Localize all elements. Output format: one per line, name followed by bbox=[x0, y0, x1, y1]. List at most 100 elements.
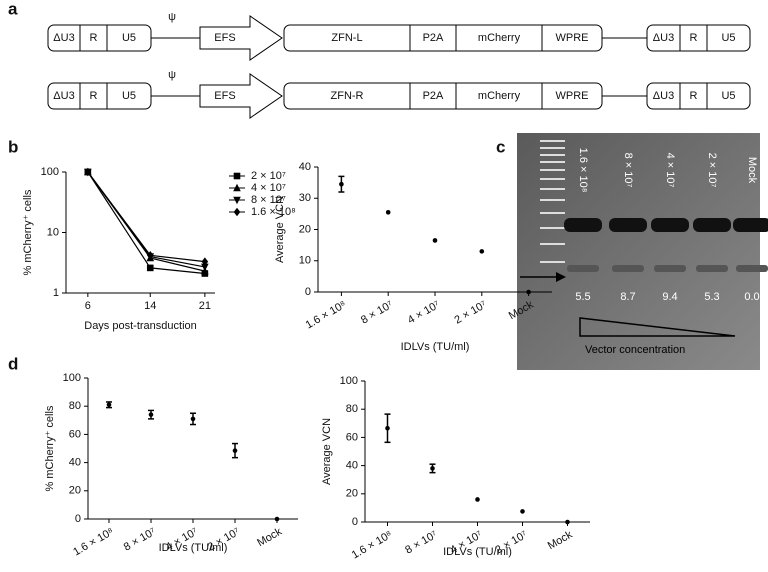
y-tick-label: 30 bbox=[299, 192, 311, 204]
ltr-box bbox=[47, 24, 152, 52]
element-label: U5 bbox=[721, 90, 735, 102]
y-tick-label: 0 bbox=[305, 286, 311, 298]
panel-label: b bbox=[8, 137, 18, 156]
element-label: ZFN-R bbox=[331, 90, 364, 102]
band bbox=[609, 218, 647, 232]
series-line bbox=[87, 171, 205, 272]
point bbox=[385, 425, 390, 431]
lane-label: 2 × 10⁷ bbox=[706, 153, 718, 188]
x-tick-label: 6 bbox=[85, 300, 91, 312]
legend-marker bbox=[233, 196, 241, 205]
x-tick-label: 8 × 10⁷ bbox=[403, 529, 439, 557]
gel-caption: Vector concentration bbox=[585, 344, 685, 356]
lane-label: 8 × 10⁷ bbox=[622, 153, 634, 188]
marker bbox=[201, 257, 209, 266]
point bbox=[232, 448, 238, 453]
band-faint bbox=[654, 265, 686, 272]
marker bbox=[201, 263, 209, 272]
point bbox=[274, 516, 280, 522]
marker bbox=[84, 167, 92, 177]
lane-label: 1.6 × 10⁸ bbox=[577, 148, 589, 193]
y-tick-label: 80 bbox=[346, 403, 358, 415]
point bbox=[148, 412, 154, 417]
element-label: R bbox=[90, 32, 98, 44]
panel-label: d bbox=[8, 354, 18, 373]
element-label: EFS bbox=[214, 90, 235, 102]
series-line bbox=[87, 171, 205, 263]
legend-marker bbox=[233, 172, 241, 180]
y-tick-label: 40 bbox=[299, 161, 311, 173]
x-axis-label: Days post-transduction bbox=[84, 320, 197, 332]
element-label: ΔU3 bbox=[653, 32, 674, 44]
gel-value: 8.7 bbox=[620, 291, 635, 303]
x-tick-label: 1.6 × 10⁸ bbox=[304, 299, 349, 332]
x-axis-label: IDLVs (TU/ml) bbox=[443, 546, 512, 558]
band bbox=[733, 218, 768, 232]
element-label: R bbox=[690, 90, 698, 102]
point bbox=[385, 210, 391, 215]
y-axis-label: Average VCN bbox=[274, 196, 286, 263]
point bbox=[520, 509, 525, 514]
band bbox=[564, 218, 602, 232]
y-tick-label: 20 bbox=[69, 485, 81, 497]
element-label: U5 bbox=[122, 90, 136, 102]
panel-label: c bbox=[496, 137, 505, 156]
x-axis-label: IDLVs (TU/ml) bbox=[159, 542, 228, 554]
ltr-box bbox=[646, 82, 751, 110]
element-label: R bbox=[690, 32, 698, 44]
legend-marker bbox=[233, 183, 241, 192]
x-tick-label: 8 × 10⁷ bbox=[122, 526, 158, 554]
point bbox=[479, 249, 485, 254]
band-faint bbox=[736, 265, 768, 272]
y-tick-label: 40 bbox=[69, 457, 81, 469]
y-tick-label: 60 bbox=[346, 431, 358, 443]
point bbox=[430, 466, 435, 471]
promoter-arrow bbox=[199, 73, 283, 119]
x-tick-label: 14 bbox=[144, 300, 156, 312]
y-tick-label: 100 bbox=[63, 372, 81, 384]
x-tick-label: 4 × 10⁷ bbox=[406, 299, 442, 327]
gel-value: 5.3 bbox=[704, 291, 719, 303]
point bbox=[526, 289, 531, 295]
y-tick-label: 40 bbox=[346, 460, 358, 472]
ladder bbox=[540, 140, 565, 263]
band-faint bbox=[696, 265, 728, 272]
y-tick-label: 20 bbox=[346, 488, 358, 500]
cassette-box bbox=[283, 82, 603, 110]
y-tick-label: 0 bbox=[75, 513, 81, 525]
gel-value: 5.5 bbox=[575, 291, 590, 303]
arrow-head bbox=[556, 272, 566, 282]
legend-label: 2 × 10⁷ bbox=[251, 170, 286, 182]
y-tick-label: 60 bbox=[69, 428, 81, 440]
lane-label: Mock bbox=[746, 157, 758, 184]
element-label: WPRE bbox=[556, 90, 589, 102]
element-label: EFS bbox=[214, 32, 235, 44]
point bbox=[432, 238, 438, 243]
y-tick-label: 1 bbox=[53, 287, 59, 299]
legend-label: 1.6 × 10⁸ bbox=[251, 206, 296, 218]
x-tick-label: 2 × 10⁷ bbox=[453, 299, 489, 327]
y-tick-label: 0 bbox=[352, 516, 358, 528]
point bbox=[565, 519, 570, 525]
panel-label: a bbox=[8, 0, 18, 18]
x-tick-label: 1.6 × 10⁸ bbox=[350, 529, 395, 562]
x-tick-label: 1.6 × 10⁸ bbox=[71, 526, 116, 559]
element-label: U5 bbox=[721, 32, 735, 44]
y-tick-label: 100 bbox=[41, 166, 59, 178]
legend-label: 8 × 10⁷ bbox=[251, 194, 286, 206]
element-label: mCherry bbox=[478, 32, 521, 44]
band bbox=[693, 218, 731, 232]
gel-value: 0.0 bbox=[744, 291, 759, 303]
point bbox=[475, 497, 480, 502]
point bbox=[339, 181, 344, 187]
y-axis-label: % mCherry⁺ cells bbox=[44, 405, 56, 491]
band-faint bbox=[567, 265, 599, 272]
element-label: ΔU3 bbox=[653, 90, 674, 102]
legend-label: 4 × 10⁷ bbox=[251, 182, 286, 194]
x-tick-label: 21 bbox=[199, 300, 211, 312]
element-label: R bbox=[90, 90, 98, 102]
promoter-arrow bbox=[199, 15, 283, 61]
element-label: ΔU3 bbox=[53, 32, 74, 44]
band bbox=[651, 218, 689, 232]
